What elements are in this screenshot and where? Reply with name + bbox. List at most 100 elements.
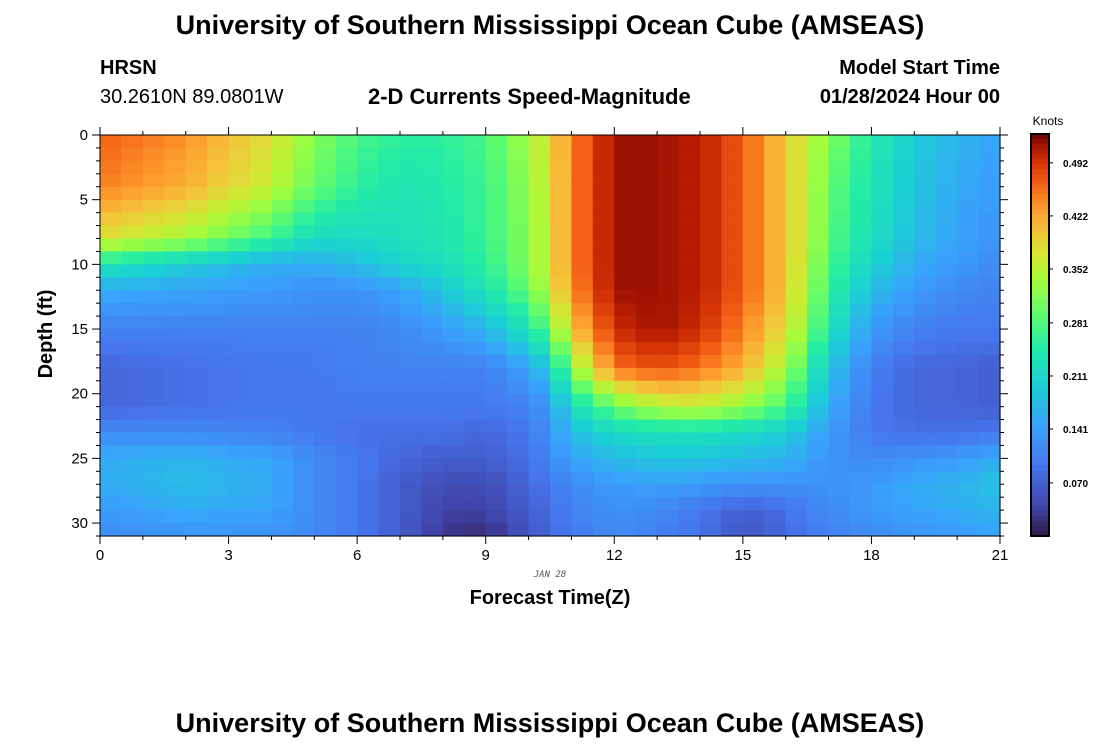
heatmap-cell bbox=[871, 303, 894, 317]
heatmap-cell bbox=[978, 445, 1001, 459]
heatmap-cell bbox=[678, 432, 701, 447]
heatmap-cell bbox=[378, 238, 401, 253]
heatmap-cell bbox=[528, 367, 551, 382]
heatmap-cell bbox=[657, 264, 680, 278]
heatmap-cell bbox=[292, 341, 315, 356]
heatmap-cell bbox=[335, 264, 358, 278]
heatmap-cell bbox=[357, 354, 380, 369]
heatmap-cell bbox=[185, 497, 208, 511]
heatmap-cell bbox=[850, 277, 873, 291]
heatmap-cell bbox=[614, 173, 637, 188]
heatmap-cell bbox=[464, 497, 487, 511]
heatmap-cell bbox=[485, 471, 508, 485]
heatmap-cell bbox=[914, 277, 937, 291]
heatmap-cell bbox=[807, 458, 830, 472]
heatmap-cell bbox=[421, 523, 444, 537]
heatmap-cell bbox=[164, 445, 187, 459]
heatmap-cell bbox=[657, 212, 680, 227]
heatmap-cell bbox=[142, 251, 165, 265]
heatmap-cell bbox=[700, 199, 723, 214]
heatmap-cell bbox=[721, 380, 744, 395]
heatmap-cell bbox=[571, 367, 594, 382]
heatmap-cell bbox=[635, 277, 658, 291]
heatmap-cell bbox=[850, 484, 873, 498]
colorbar-segment bbox=[1031, 365, 1049, 371]
heatmap-cell bbox=[400, 458, 423, 472]
heatmap-cell bbox=[700, 186, 723, 201]
heatmap-cell bbox=[721, 523, 744, 537]
heatmap-cell bbox=[807, 445, 830, 459]
heatmap-cell bbox=[485, 160, 508, 175]
heatmap-cell bbox=[250, 367, 273, 382]
heatmap-cell bbox=[828, 471, 851, 485]
heatmap-cell bbox=[185, 277, 208, 291]
heatmap-cell bbox=[935, 316, 958, 330]
heatmap-cell bbox=[785, 497, 808, 511]
colorbar-segment bbox=[1031, 319, 1049, 326]
heatmap-cell bbox=[807, 419, 830, 434]
heatmap-cell bbox=[292, 432, 315, 447]
heatmap-cell bbox=[892, 303, 915, 317]
heatmap-cell bbox=[292, 329, 315, 343]
heatmap-cell bbox=[528, 186, 551, 201]
heatmap-cell bbox=[614, 160, 637, 175]
date-label: JAN 28 bbox=[533, 570, 567, 580]
heatmap-cell bbox=[400, 367, 423, 382]
heatmap-cell bbox=[228, 471, 251, 485]
heatmap-cell bbox=[550, 510, 573, 524]
heatmap-cell bbox=[507, 251, 530, 265]
heatmap-cell bbox=[507, 290, 530, 304]
heatmap-cell bbox=[100, 251, 123, 265]
colorbar-segment bbox=[1031, 169, 1049, 175]
heatmap-cell bbox=[250, 147, 273, 162]
heatmap-cell bbox=[271, 329, 294, 343]
colorbar-segment bbox=[1031, 405, 1049, 411]
heatmap-cell bbox=[764, 173, 787, 188]
heatmap-cell bbox=[185, 484, 208, 498]
heatmap-cell bbox=[485, 445, 508, 459]
heatmap-cell bbox=[721, 225, 744, 240]
heatmap-cell bbox=[550, 238, 573, 253]
heatmap-cell bbox=[528, 147, 551, 162]
heatmap-cell bbox=[914, 458, 937, 472]
heatmap-cell bbox=[142, 445, 165, 459]
y-tick-label: 15 bbox=[71, 321, 88, 338]
heatmap-cell bbox=[721, 510, 744, 524]
heatmap-cell bbox=[914, 471, 937, 485]
heatmap-cell bbox=[700, 523, 723, 537]
heatmap-cell bbox=[207, 186, 230, 201]
heatmap-cell bbox=[292, 380, 315, 395]
heatmap-cell bbox=[250, 510, 273, 524]
heatmap-cell bbox=[142, 290, 165, 304]
heatmap-cell bbox=[357, 406, 380, 421]
heatmap-cell bbox=[442, 523, 465, 537]
heatmap-cell bbox=[314, 303, 337, 317]
heatmap-cell bbox=[571, 290, 594, 304]
heatmap-cell bbox=[271, 147, 294, 162]
heatmap-cell bbox=[700, 238, 723, 253]
heatmap-cell bbox=[507, 264, 530, 278]
heatmap-cell bbox=[657, 225, 680, 240]
heatmap-cell bbox=[507, 406, 530, 421]
heatmap-cell bbox=[207, 225, 230, 240]
heatmap-cell bbox=[850, 445, 873, 459]
heatmap-cell bbox=[700, 406, 723, 421]
heatmap-cell bbox=[635, 497, 658, 511]
x-tick-label: 6 bbox=[353, 547, 361, 564]
heatmap-cell bbox=[678, 380, 701, 395]
heatmap-cell bbox=[978, 212, 1001, 227]
heatmap-cell bbox=[164, 264, 187, 278]
heatmap-cell bbox=[978, 380, 1001, 395]
heatmap-cell bbox=[485, 303, 508, 317]
heatmap-cell bbox=[892, 432, 915, 447]
heatmap-cell bbox=[571, 419, 594, 434]
heatmap-cell bbox=[164, 329, 187, 343]
heatmap-cell bbox=[100, 329, 123, 343]
heatmap-cell bbox=[335, 523, 358, 537]
heatmap-cell bbox=[357, 380, 380, 395]
heatmap-cell bbox=[142, 497, 165, 511]
heatmap-cell bbox=[592, 277, 615, 291]
heatmap-cell bbox=[892, 458, 915, 472]
heatmap-cell bbox=[700, 173, 723, 188]
heatmap-cell bbox=[742, 329, 765, 343]
